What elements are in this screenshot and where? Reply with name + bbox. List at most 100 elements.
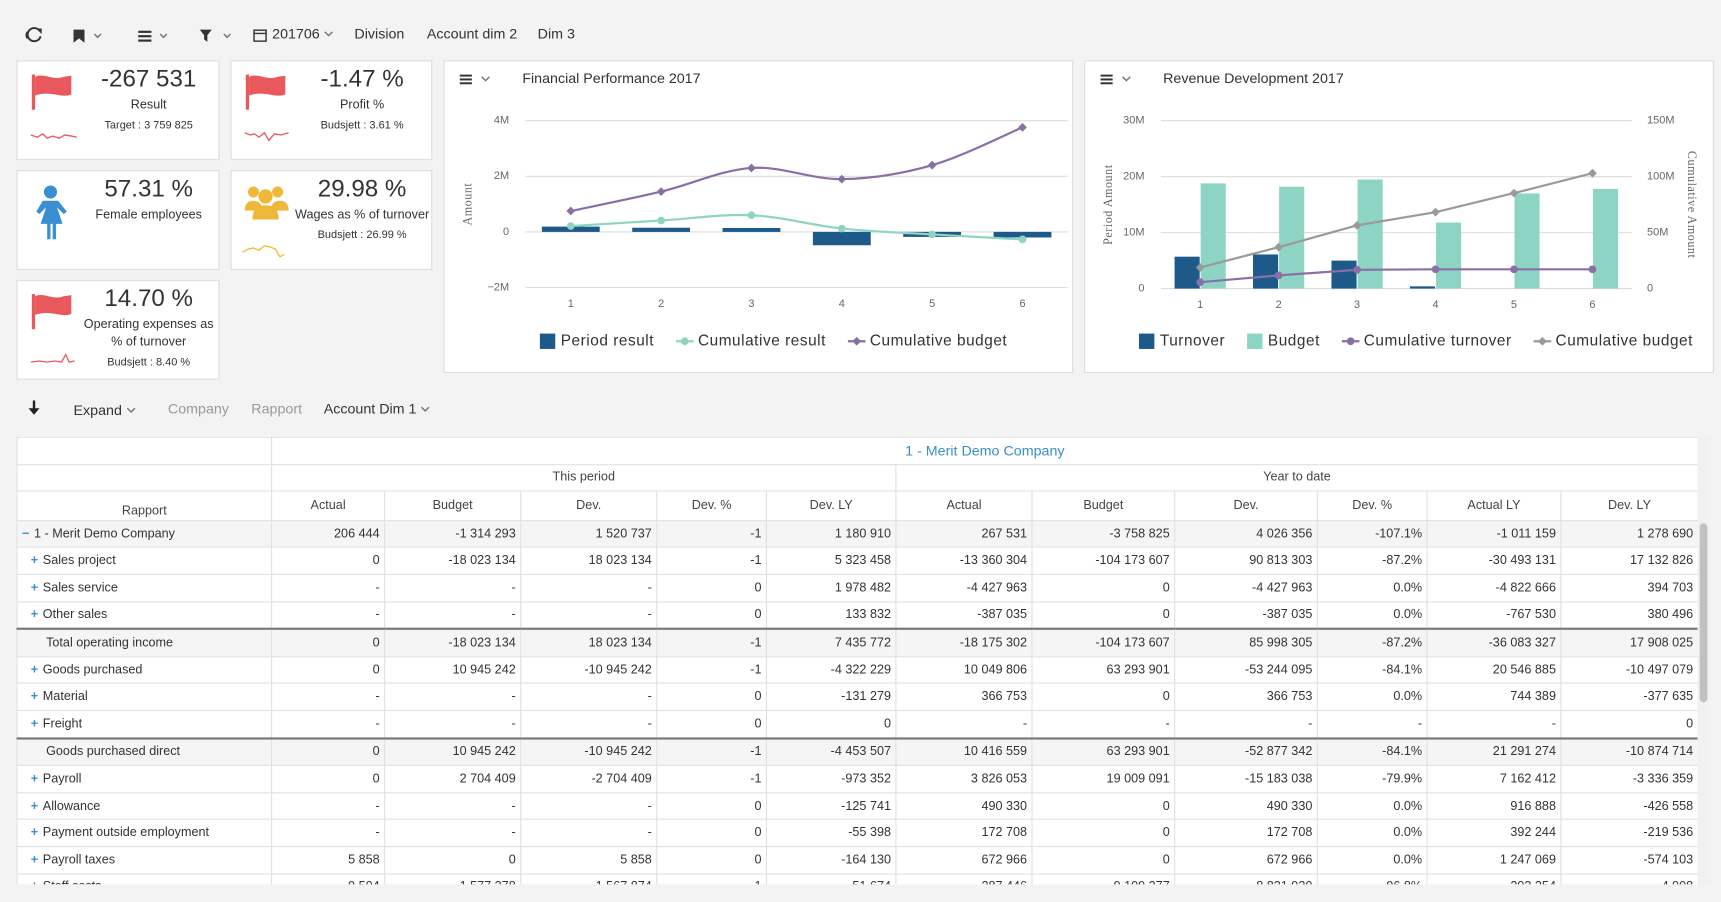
legend-item[interactable]: Cumulative budget [848, 332, 1008, 349]
table-cell: 5 858 [521, 846, 657, 873]
table-cell: -767 530 [1427, 601, 1561, 629]
row-toggle[interactable]: + [31, 554, 43, 567]
table-cell: - [385, 710, 521, 738]
row-toggle[interactable]: + [31, 608, 43, 621]
table-row: +Allowance---0-125 741490 3300490 3300.0… [17, 792, 1698, 819]
bar [1436, 223, 1461, 289]
chart-title: Revenue Development 2017 [1163, 71, 1344, 87]
row-toggle[interactable]: + [31, 772, 43, 785]
y2-tick-label: 100M [1647, 171, 1674, 183]
row-toggle[interactable]: + [31, 853, 43, 866]
table-cell: 0 [657, 683, 767, 710]
table-cell: 9 504 [272, 873, 385, 884]
scrollbar[interactable] [1698, 437, 1710, 885]
row-toggle[interactable]: + [31, 880, 43, 884]
collapse-icon[interactable] [26, 399, 44, 419]
filter-button[interactable]: Division [354, 25, 404, 43]
dimension-button[interactable]: Company [168, 401, 229, 419]
period-picker[interactable]: 201706 [272, 25, 335, 43]
chart-menu[interactable] [1101, 75, 1131, 85]
table-cell: - [272, 792, 385, 819]
x-tick-label: 2 [1276, 299, 1282, 311]
dimension-button[interactable]: Rapport [251, 401, 302, 419]
y-tick-label: −2M [487, 281, 509, 293]
table-cell: 19 009 091 [1032, 766, 1175, 793]
table-cell: 1 247 069 [1427, 846, 1561, 873]
table-cell: 0 [1032, 683, 1175, 710]
filter-button[interactable]: Account dim 2 [427, 25, 517, 43]
kpi-label: Profit % [293, 97, 431, 115]
legend-marker [852, 337, 861, 346]
legend-marker [1347, 337, 1355, 345]
column-header: Actual [272, 491, 385, 520]
marker [928, 161, 937, 170]
line [571, 215, 1023, 239]
table-cell: 1 180 910 [766, 520, 895, 547]
kpi-card: 29.98 %Wages as % of turnoverBudsjett : … [230, 170, 432, 270]
expand-menu[interactable]: Expand [74, 402, 137, 420]
row-toggle[interactable]: + [31, 799, 43, 812]
table-row: +Other sales---0133 832-387 0350-387 035… [17, 601, 1698, 629]
table-cell: 672 966 [896, 846, 1032, 873]
toolbar-icons[interactable] [22, 24, 269, 46]
chevron [126, 406, 137, 415]
y-tick-label: 2M [494, 170, 509, 182]
table-cell: 0.0% [1317, 574, 1427, 601]
bar [1201, 183, 1226, 288]
row-toggle[interactable]: + [31, 826, 43, 839]
row-label: +Payment outside employment [17, 819, 272, 846]
row-label: +Sales service [17, 574, 272, 601]
table-cell: - [896, 710, 1032, 738]
marker [1196, 278, 1204, 286]
table-cell: -1 [657, 738, 767, 766]
legend-item[interactable]: Cumulative budget [1534, 332, 1694, 349]
bar [1410, 286, 1435, 288]
period[interactable]: 201706 [272, 25, 320, 41]
table-cell: 21 291 274 [1427, 738, 1561, 766]
legend-item[interactable]: Turnover [1139, 332, 1225, 349]
filter-button[interactable]: Dim 3 [538, 25, 575, 43]
table-cell: 287 446 [896, 873, 1032, 884]
chart-title: Financial Performance 2017 [522, 71, 700, 87]
table-cell: 380 496 [1561, 601, 1698, 629]
flag-icon [31, 72, 79, 142]
row-label: +Payroll taxes [17, 846, 272, 873]
column-header: Dev. LY [1561, 491, 1698, 520]
table-row: +Goods purchased010 945 242-10 945 242-1… [17, 656, 1698, 683]
dimension-label[interactable]: Account Dim 1 [324, 401, 417, 417]
row-toggle[interactable]: − [22, 527, 34, 540]
table-cell: 206 444 [272, 520, 385, 547]
table-cell: 10 416 559 [896, 738, 1032, 766]
dimension-menu[interactable]: Account Dim 1 [324, 401, 432, 419]
table-cell: -1 [657, 547, 767, 574]
row-toggle[interactable]: + [31, 717, 43, 730]
table-cell: -10 497 079 [1561, 656, 1698, 683]
legend-item[interactable]: Period result [540, 332, 654, 349]
bar [813, 232, 871, 245]
group-header: This period [272, 464, 896, 491]
legend-item[interactable]: Budget [1247, 332, 1320, 349]
legend-item[interactable]: Cumulative turnover [1342, 332, 1512, 349]
table-cell: -10 874 714 [1561, 738, 1698, 766]
column-header: Dev. % [657, 491, 767, 520]
scrollbar-thumb[interactable] [1700, 523, 1708, 702]
marker [567, 222, 575, 230]
header-row: RapportActualBudgetDev.Dev. %Dev. LYActu… [17, 491, 1698, 520]
row-label-text: Freight [43, 717, 82, 730]
table-cell: -4 822 666 [1427, 574, 1561, 601]
row-toggle[interactable]: + [31, 581, 43, 594]
row-label-text: Goods purchased direct [46, 745, 180, 758]
table-cell: -53 244 095 [1175, 656, 1318, 683]
row-toggle[interactable]: + [31, 663, 43, 676]
table-cell: 0 [766, 710, 895, 738]
table-cell: 267 531 [896, 520, 1032, 547]
table-cell: -387 035 [896, 601, 1032, 629]
legend-label: Cumulative budget [870, 332, 1008, 349]
row-toggle[interactable]: + [31, 690, 43, 703]
chart-menu[interactable] [460, 75, 490, 85]
expand-label[interactable]: Expand [74, 402, 122, 418]
legend-item[interactable]: Cumulative result [676, 332, 826, 349]
table-cell: 0 [1032, 601, 1175, 629]
table-cell: 17 908 025 [1561, 629, 1698, 657]
group-icon [243, 182, 293, 259]
